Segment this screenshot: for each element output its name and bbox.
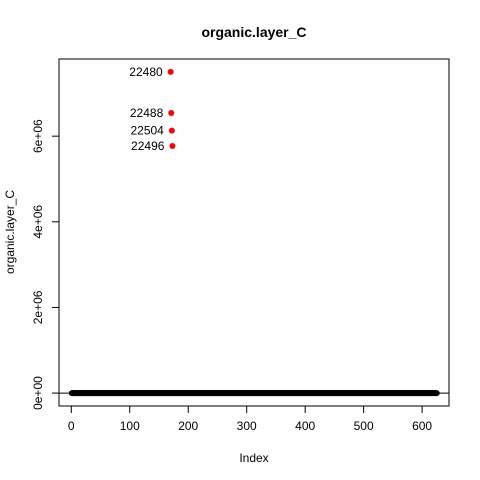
x-tick-label: 200 [178, 419, 198, 433]
outlier-point [167, 68, 174, 75]
x-tick-label: 500 [354, 419, 374, 433]
outlier-label: 22480 [129, 65, 163, 79]
x-tick-label: 400 [295, 419, 315, 433]
data-point [433, 390, 440, 397]
points-layer [68, 390, 440, 397]
outlier-point [168, 127, 175, 134]
y-tick-label: 6e+06 [31, 119, 45, 153]
y-tick-label: 4e+06 [31, 205, 45, 239]
x-tick-label: 600 [412, 419, 432, 433]
outlier-label: 22496 [131, 139, 165, 153]
y-axis-label: organic.layer_C [3, 190, 17, 274]
x-tick-label: 0 [68, 419, 75, 433]
plot-frame [58, 58, 450, 407]
outlier-label: 22488 [130, 106, 164, 120]
x-axis: 0 100 200 300 400 500 600 [68, 405, 432, 433]
x-tick-label: 300 [237, 419, 257, 433]
y-tick-label: 0e+00 [31, 376, 45, 410]
x-tick-label: 100 [120, 419, 140, 433]
y-axis: 0e+00 2e+06 4e+06 6e+06 [31, 119, 60, 410]
outlier-point [169, 143, 176, 150]
y-tick-label: 2e+06 [31, 290, 45, 324]
x-axis-label: Index [239, 451, 268, 465]
outlier-label: 22504 [130, 124, 164, 138]
chart-title: organic.layer_C [201, 24, 306, 40]
outlier-point [168, 110, 175, 117]
